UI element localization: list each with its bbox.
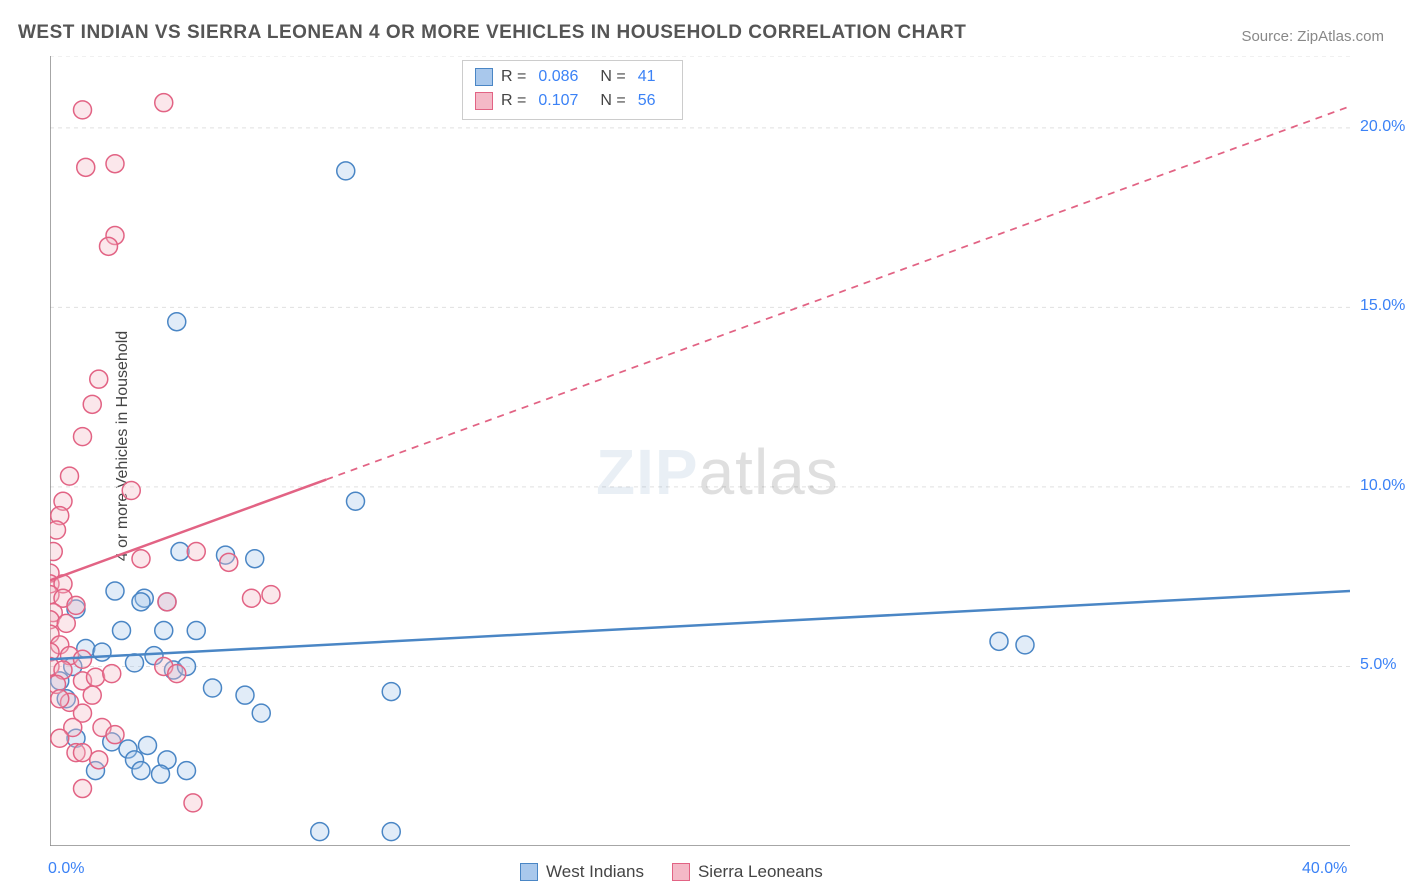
legend-r-label: R = — [501, 92, 526, 110]
x-tick-label: 0.0% — [48, 860, 84, 878]
scatter-point — [168, 313, 186, 331]
scatter-point — [132, 762, 150, 780]
scatter-point — [57, 614, 75, 632]
watermark-atlas: atlas — [699, 436, 839, 508]
scatter-point — [178, 762, 196, 780]
scatter-point — [50, 521, 66, 539]
scatter-point — [77, 158, 95, 176]
scatter-point — [155, 94, 173, 112]
scatter-point — [106, 155, 124, 173]
scatter-point — [132, 550, 150, 568]
scatter-point — [262, 586, 280, 604]
legend-swatch — [475, 68, 493, 86]
series-legend: West Indians Sierra Leoneans — [520, 862, 823, 882]
trend-line — [50, 480, 326, 581]
scatter-point — [106, 726, 124, 744]
scatter-point — [243, 589, 261, 607]
scatter-point — [171, 543, 189, 561]
legend-row: R = 0.107 N = 56 — [475, 89, 670, 113]
scatter-point — [184, 794, 202, 812]
scatter-point — [311, 823, 329, 841]
scatter-point — [90, 370, 108, 388]
scatter-point — [122, 482, 140, 500]
scatter-point — [51, 690, 69, 708]
scatter-point — [152, 765, 170, 783]
scatter-point — [168, 665, 186, 683]
series-name: West Indians — [546, 862, 644, 882]
x-tick-label: 40.0% — [1302, 860, 1347, 878]
legend-r-value: 0.107 — [538, 92, 578, 110]
legend-n-value: 56 — [638, 92, 656, 110]
series-legend-item: Sierra Leoneans — [672, 862, 823, 882]
scatter-point — [187, 543, 205, 561]
scatter-point — [337, 162, 355, 180]
scatter-point — [1016, 636, 1034, 654]
scatter-point — [83, 395, 101, 413]
scatter-point — [236, 686, 254, 704]
scatter-point — [74, 101, 92, 119]
scatter-point — [220, 553, 238, 571]
scatter-point — [187, 622, 205, 640]
chart-container: WEST INDIAN VS SIERRA LEONEAN 4 OR MORE … — [0, 0, 1406, 892]
scatter-point — [74, 780, 92, 798]
y-tick-label: 5.0% — [1360, 656, 1396, 674]
source-label: Source: ZipAtlas.com — [1241, 28, 1384, 45]
scatter-point — [132, 593, 150, 611]
legend-n-label: N = — [600, 68, 625, 86]
scatter-point — [74, 428, 92, 446]
y-tick-label: 20.0% — [1360, 118, 1405, 136]
legend-n-label: N = — [600, 92, 625, 110]
legend-r-value: 0.086 — [538, 68, 578, 86]
scatter-point — [113, 622, 131, 640]
scatter-point — [83, 686, 101, 704]
scatter-point — [990, 632, 1008, 650]
watermark-zip: ZIP — [596, 436, 699, 508]
correlation-legend: R = 0.086 N = 41 R = 0.107 N = 56 — [462, 60, 683, 120]
scatter-point — [61, 467, 79, 485]
legend-swatch — [475, 92, 493, 110]
chart-title: WEST INDIAN VS SIERRA LEONEAN 4 OR MORE … — [18, 22, 966, 44]
scatter-point — [382, 683, 400, 701]
scatter-point — [87, 668, 105, 686]
legend-row: R = 0.086 N = 41 — [475, 65, 670, 89]
scatter-point — [126, 654, 144, 672]
y-tick-label: 10.0% — [1360, 477, 1405, 495]
scatter-point — [90, 751, 108, 769]
legend-n-value: 41 — [638, 68, 656, 86]
legend-swatch — [520, 863, 538, 881]
watermark: ZIPatlas — [596, 435, 839, 509]
scatter-point — [347, 492, 365, 510]
scatter-point — [155, 622, 173, 640]
legend-r-label: R = — [501, 68, 526, 86]
scatter-point — [103, 665, 121, 683]
y-tick-label: 15.0% — [1360, 297, 1405, 315]
scatter-point — [252, 704, 270, 722]
scatter-point — [139, 736, 157, 754]
scatter-point — [74, 744, 92, 762]
scatter-point — [100, 237, 118, 255]
scatter-point — [382, 823, 400, 841]
scatter-point — [51, 729, 69, 747]
scatter-point — [74, 650, 92, 668]
scatter-point — [67, 596, 85, 614]
scatter-point — [204, 679, 222, 697]
scatter-point — [106, 582, 124, 600]
legend-swatch — [672, 863, 690, 881]
scatter-point — [93, 643, 111, 661]
series-name: Sierra Leoneans — [698, 862, 823, 882]
scatter-point — [50, 543, 62, 561]
scatter-point — [158, 593, 176, 611]
scatter-point — [246, 550, 264, 568]
series-legend-item: West Indians — [520, 862, 644, 882]
trend-line-dashed — [326, 106, 1350, 479]
